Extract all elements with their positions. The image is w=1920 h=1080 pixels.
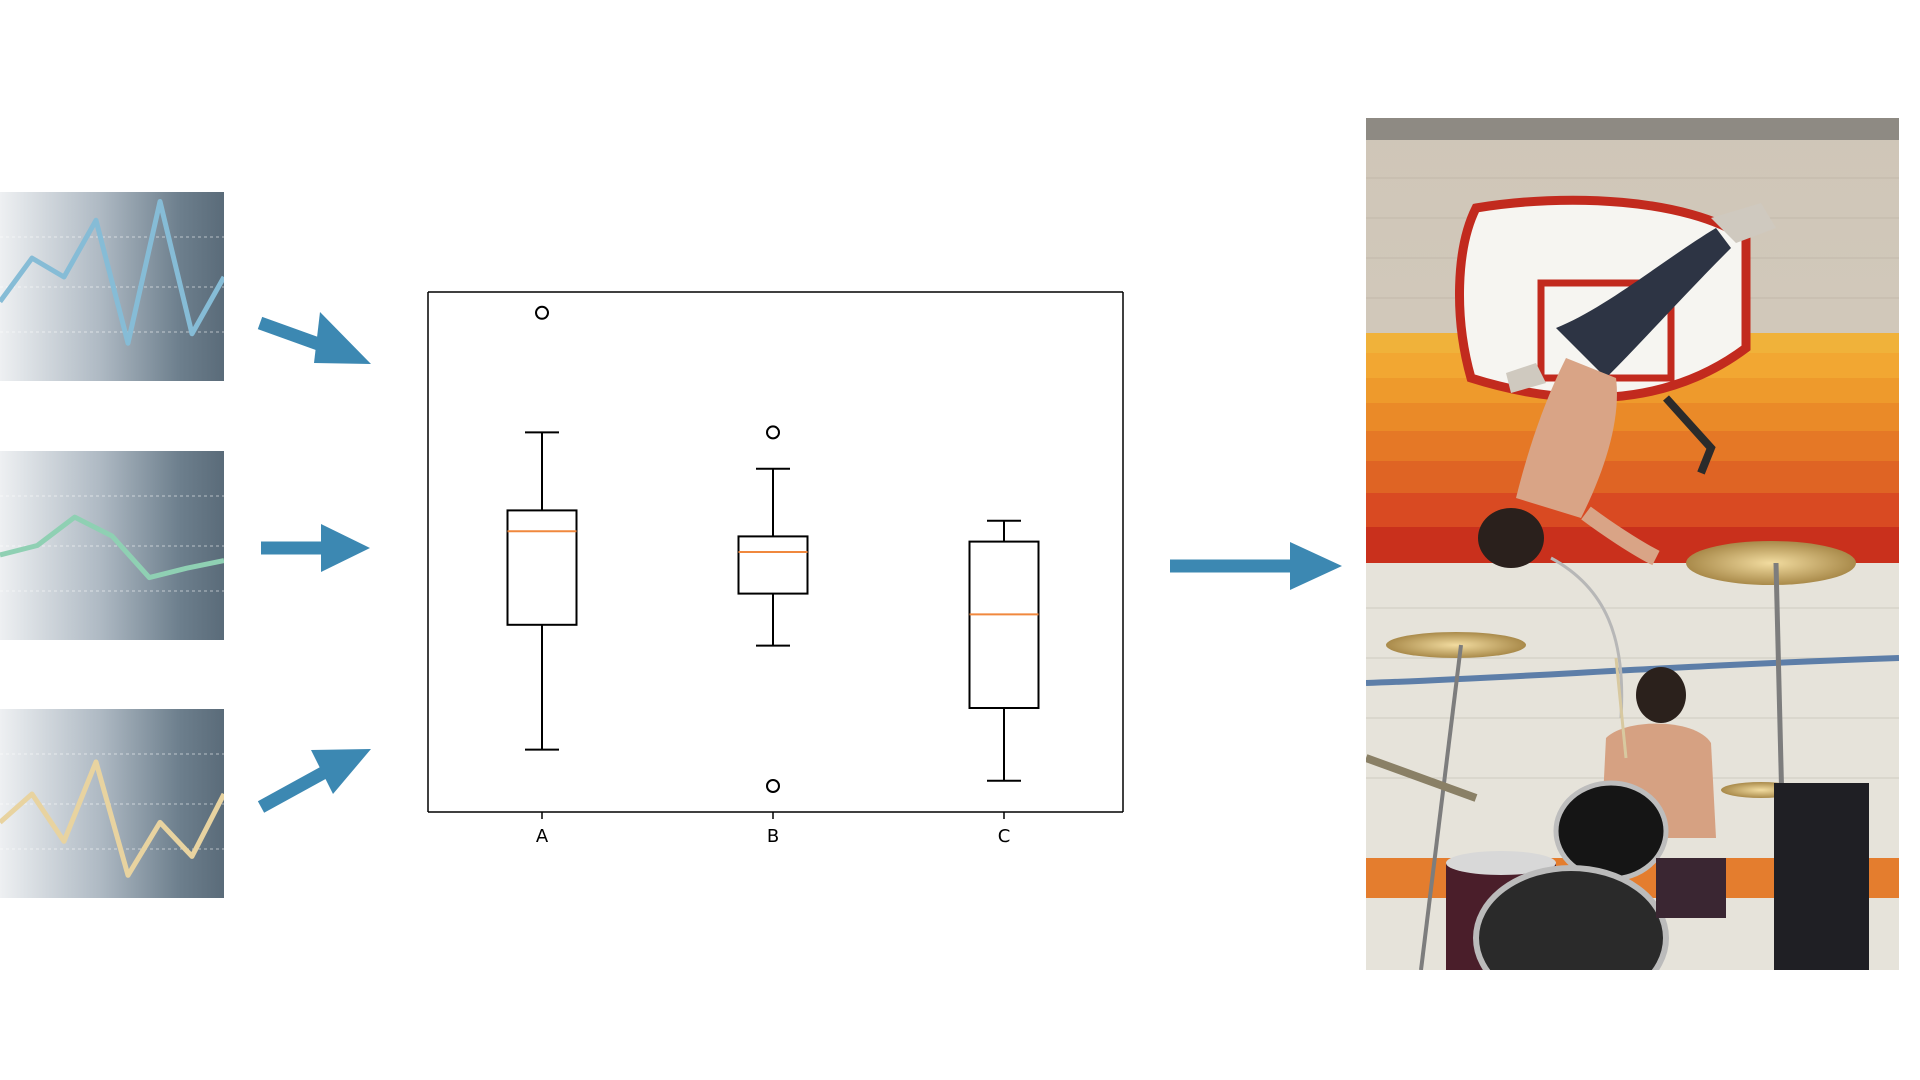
time-series-panel-3 (0, 709, 224, 898)
outlier-point (766, 779, 780, 793)
arrow-panel3-to-chart (257, 749, 371, 813)
time-series-panel-2 (0, 451, 224, 640)
cymbal (1686, 541, 1856, 585)
box-C: C (968, 519, 1040, 847)
time-series-chart-3 (0, 753, 224, 878)
arrow-chart-to-photo (1170, 542, 1342, 590)
outlier-point (535, 305, 549, 320)
concert-photo (1366, 118, 1899, 970)
iqr-box (737, 535, 809, 595)
series-line-1 (0, 199, 224, 346)
box-A: A (506, 305, 578, 847)
time-series-chart-2 (0, 495, 224, 592)
x-tick-label: C (998, 826, 1011, 847)
arrow-panel2-to-chart (261, 524, 370, 572)
singer (1478, 203, 1776, 719)
iqr-box (968, 540, 1040, 709)
drum-kit (1446, 780, 1869, 970)
box-B: B (737, 425, 809, 847)
time-series-chart-1 (0, 199, 224, 346)
series-line-3 (0, 759, 224, 878)
arrow-panel1-to-chart (257, 312, 371, 364)
x-tick-label: A (536, 826, 549, 847)
series-line-2 (0, 514, 224, 581)
x-tick-label: B (767, 826, 779, 847)
outlier-point (766, 425, 780, 440)
time-series-panel-1 (0, 192, 224, 381)
iqr-box (506, 509, 578, 626)
